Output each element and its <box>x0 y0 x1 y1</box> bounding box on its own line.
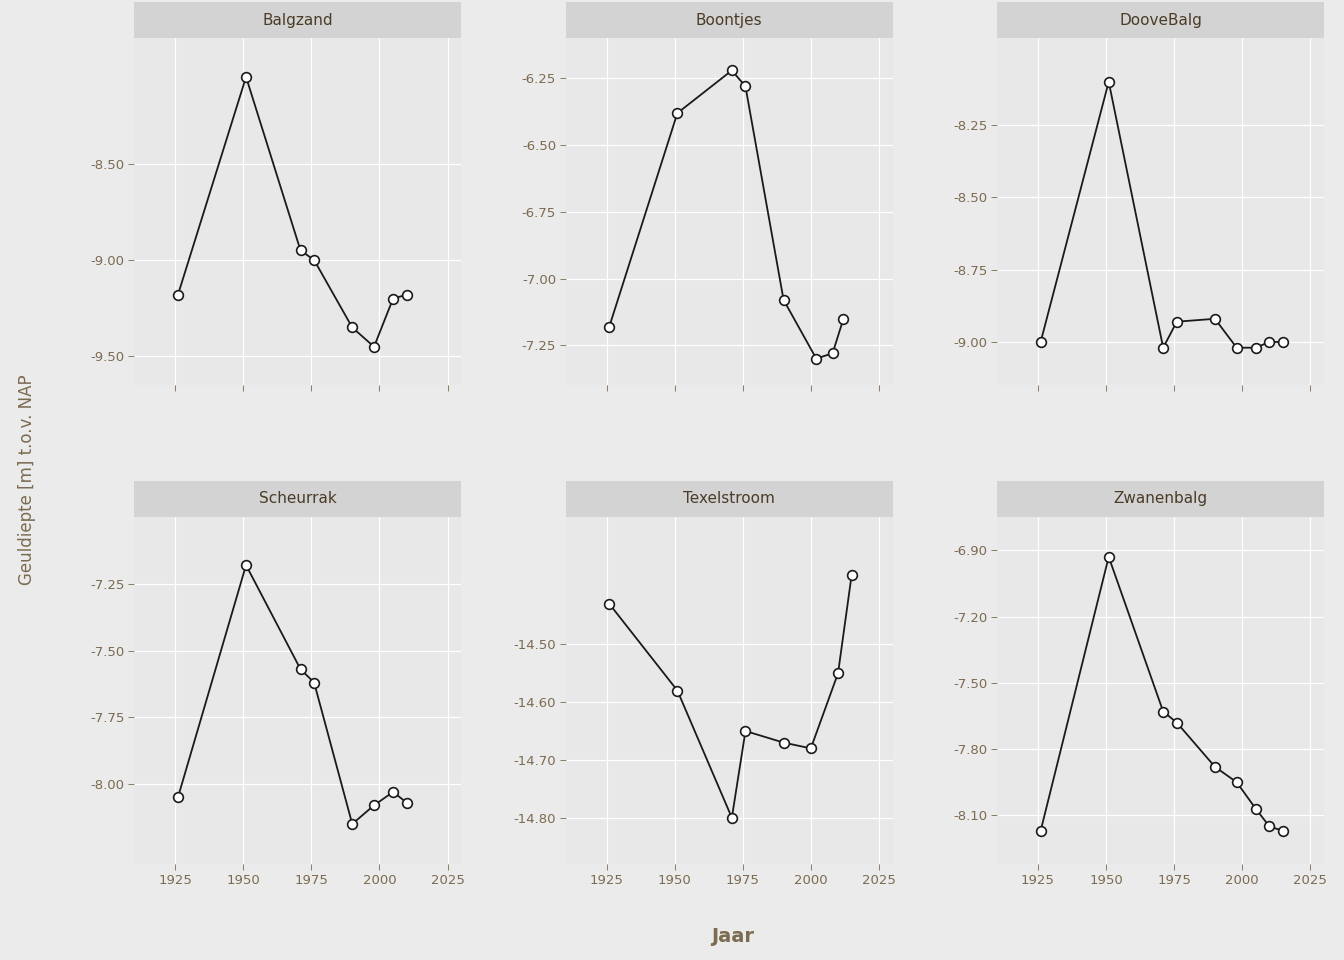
Text: Texelstroom: Texelstroom <box>683 492 775 506</box>
Text: Zwanenbalg: Zwanenbalg <box>1113 492 1207 506</box>
Text: Balgzand: Balgzand <box>262 12 333 28</box>
Text: Boontjes: Boontjes <box>696 12 762 28</box>
Text: Geuldiepte [m] t.o.v. NAP: Geuldiepte [m] t.o.v. NAP <box>17 374 36 586</box>
Text: Jaar: Jaar <box>711 926 754 946</box>
Text: DooveBalg: DooveBalg <box>1120 12 1202 28</box>
Text: Scheurrak: Scheurrak <box>259 492 336 506</box>
